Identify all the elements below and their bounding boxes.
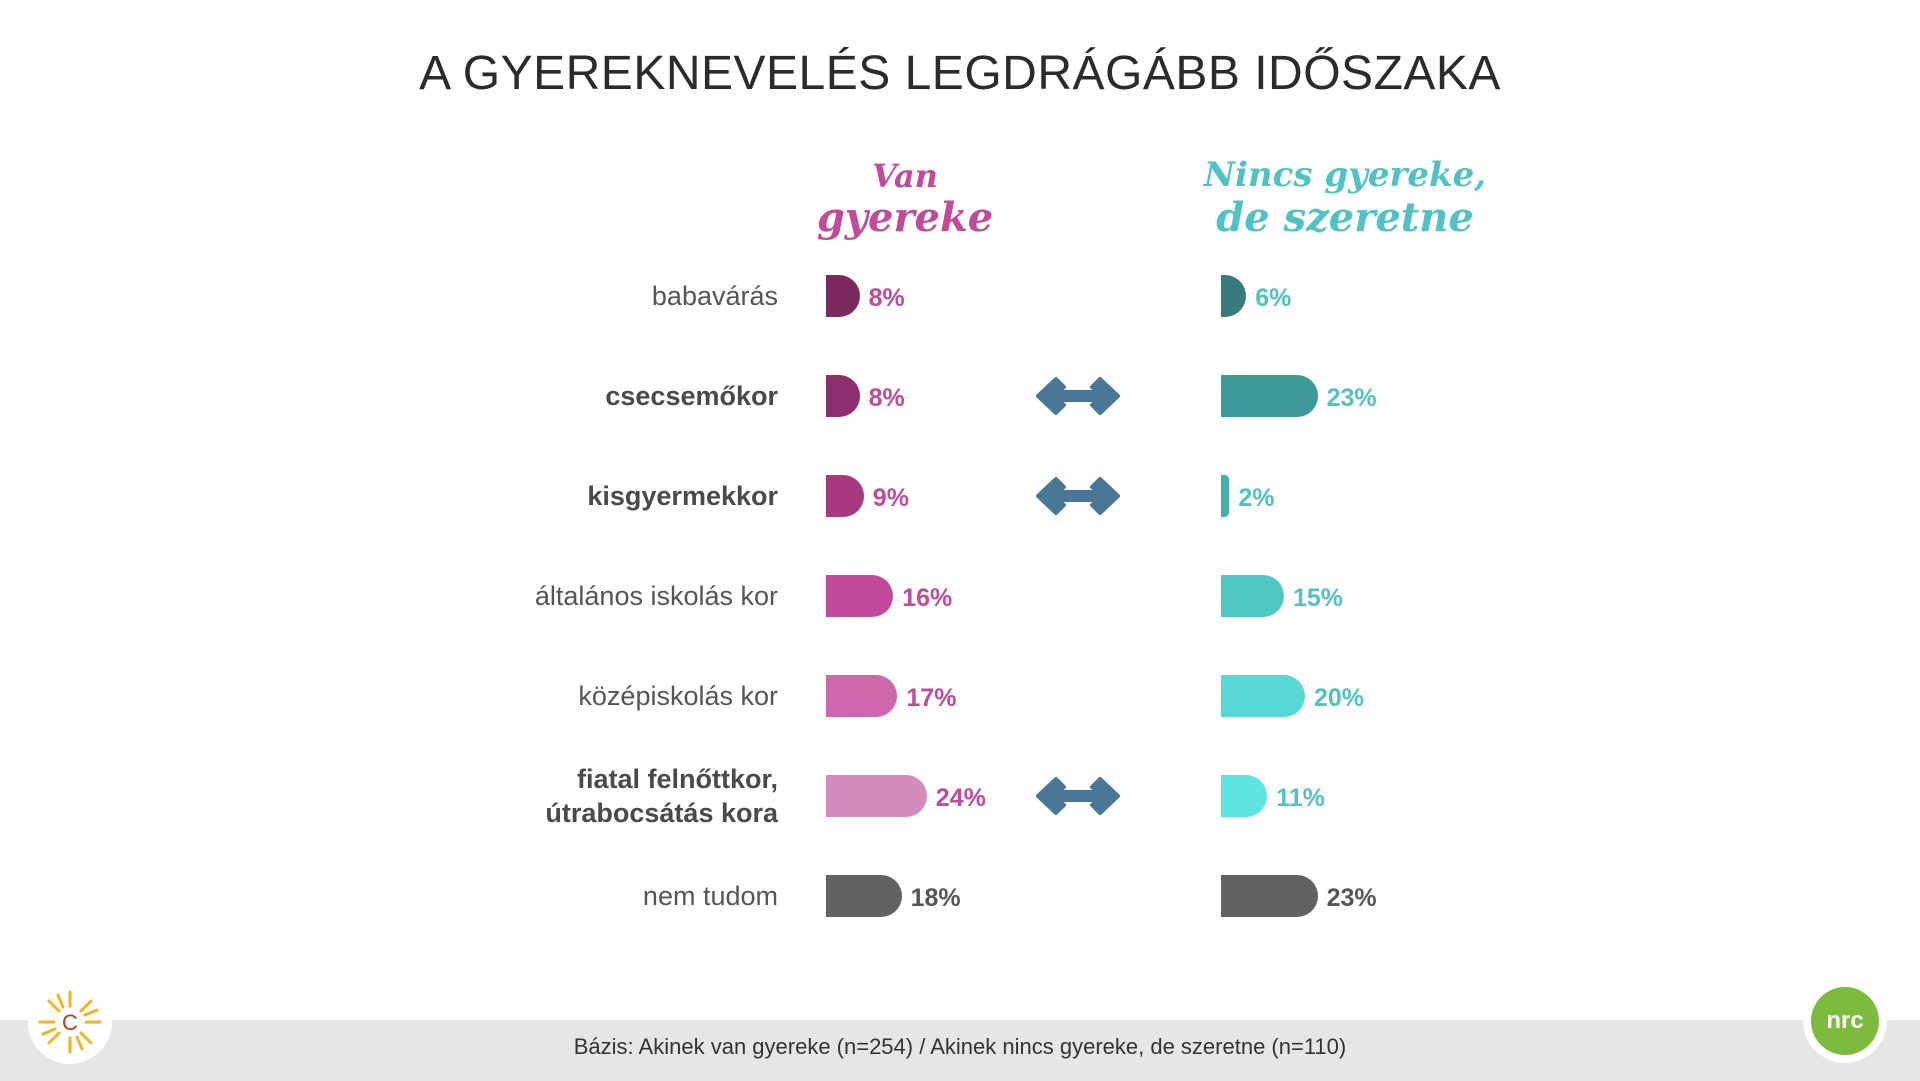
series-header-line: gyereke: [816, 194, 994, 241]
category-label-line: csecsemőkor: [605, 381, 778, 411]
footer-band: [0, 1020, 1920, 1081]
bar-van-gyereke: [826, 375, 860, 417]
double-arrow-icon: [1036, 777, 1120, 815]
category-label: középiskolás kor: [578, 679, 778, 713]
series-header-line: Nincs gyereke,: [1203, 155, 1487, 195]
category-label-line: nem tudom: [642, 881, 778, 911]
page-title: A GYEREKNEVELÉS LEGDRÁGÁBB IDŐSZAKA: [419, 47, 1501, 100]
data-label: 2%: [1238, 484, 1275, 512]
category-label: babavárás: [652, 279, 778, 313]
category-label: csecsemőkor: [605, 379, 778, 413]
nrc-logo-text: nrc: [1826, 1007, 1863, 1034]
category-label: fiatal felnőttkor, útrabocsátás kora: [545, 762, 778, 830]
category-label: kisgyermekkor: [587, 479, 778, 513]
data-label: 23%: [1326, 884, 1377, 912]
sun-icon: C: [28, 980, 112, 1064]
category-label-line: fiatal felnőttkor,: [576, 764, 778, 794]
data-label: 18%: [910, 884, 961, 912]
data-label: 8%: [868, 284, 905, 312]
bar-nincs-gyereke: [1221, 275, 1247, 317]
data-label: 11%: [1276, 784, 1325, 812]
data-label: 6%: [1255, 284, 1292, 312]
series-header-line: de szeretne: [1216, 194, 1474, 241]
bar-van-gyereke: [826, 775, 927, 817]
bar-nincs-gyereke: [1221, 875, 1318, 917]
bar-van-gyereke: [826, 475, 864, 517]
category-label-line: középiskolás kor: [578, 681, 778, 711]
data-label: 23%: [1326, 384, 1377, 412]
footer-base-note: Bázis: Akinek van gyereke (n=254) / Akin…: [573, 1034, 1347, 1059]
data-label: 15%: [1293, 584, 1344, 612]
bar-nincs-gyereke: [1221, 575, 1284, 617]
data-label: 8%: [868, 384, 905, 412]
data-label: 20%: [1314, 684, 1365, 712]
category-label-line: kisgyermekkor: [587, 481, 778, 511]
category-label-line: útrabocsátás kora: [545, 798, 778, 828]
bar-van-gyereke: [826, 275, 860, 317]
nrc-logo-icon: nrc: [1803, 979, 1887, 1063]
series-header-nincs-gyereke: Nincs gyereke, de szeretne: [1170, 158, 1520, 238]
bar-nincs-gyereke: [1221, 475, 1230, 517]
data-label: 16%: [902, 584, 953, 612]
bar-van-gyereke: [826, 875, 902, 917]
bar-nincs-gyereke: [1221, 675, 1305, 717]
data-label: 17%: [906, 684, 957, 712]
category-label-line: általános iskolás kor: [534, 581, 778, 611]
double-arrow-icon: [1036, 377, 1120, 415]
category-label: általános iskolás kor: [535, 579, 778, 613]
double-arrow-icon: [1036, 477, 1120, 515]
sun-logo-letter: C: [62, 1010, 78, 1035]
data-label: 9%: [872, 484, 909, 512]
category-label: nem tudom: [643, 879, 778, 913]
series-header-van-gyereke: Van gyereke: [790, 160, 1020, 238]
series-header-line: Van: [872, 157, 938, 195]
bar-nincs-gyereke: [1221, 375, 1318, 417]
data-label: 24%: [935, 784, 986, 812]
category-label-line: babavárás: [651, 281, 778, 311]
bar-nincs-gyereke: [1221, 775, 1268, 817]
bar-van-gyereke: [826, 675, 898, 717]
bar-van-gyereke: [826, 575, 894, 617]
